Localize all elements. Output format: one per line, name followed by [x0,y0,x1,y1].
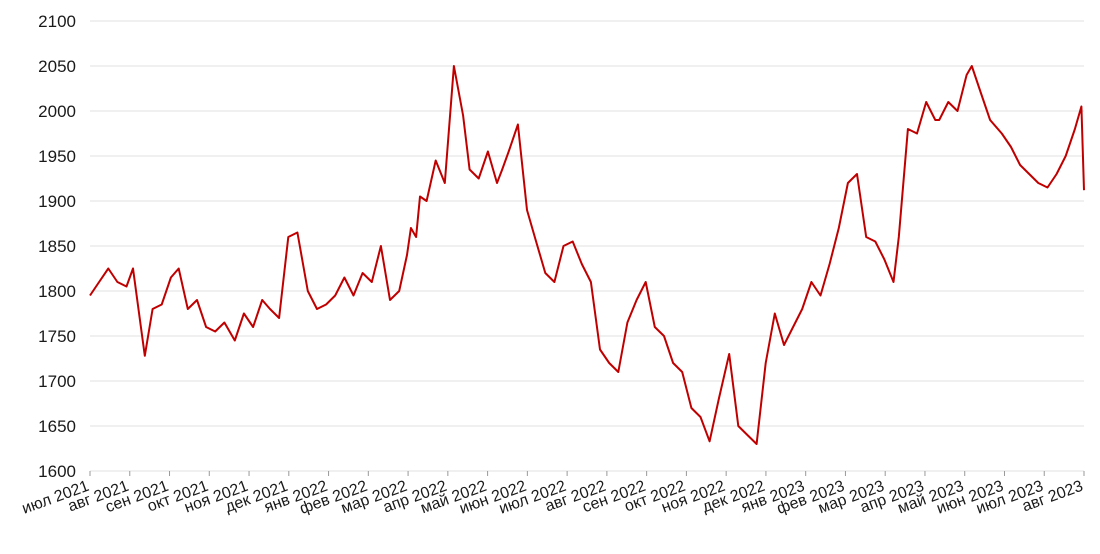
y-tick-label: 1650 [38,417,76,436]
y-tick-label: 2050 [38,57,76,76]
y-tick-label: 1600 [38,462,76,481]
gridlines [90,20,1084,472]
y-tick-label: 1700 [38,372,76,391]
y-tick-label: 1750 [38,327,76,346]
y-axis-tick-labels: 1600 1650 1700 1750 1800 1850 1900 1950 2000 2050… [38,12,76,481]
y-tick-label: 1850 [38,237,76,256]
series-layer [89,65,1085,445]
y-tick-label: 2100 [38,12,76,31]
y-tick-label: 1900 [38,192,76,211]
y-tick-label: 2000 [38,102,76,121]
y-tick-label: 1950 [38,147,76,166]
price-series-line [89,65,1085,445]
y-tick-label: 1800 [38,282,76,301]
